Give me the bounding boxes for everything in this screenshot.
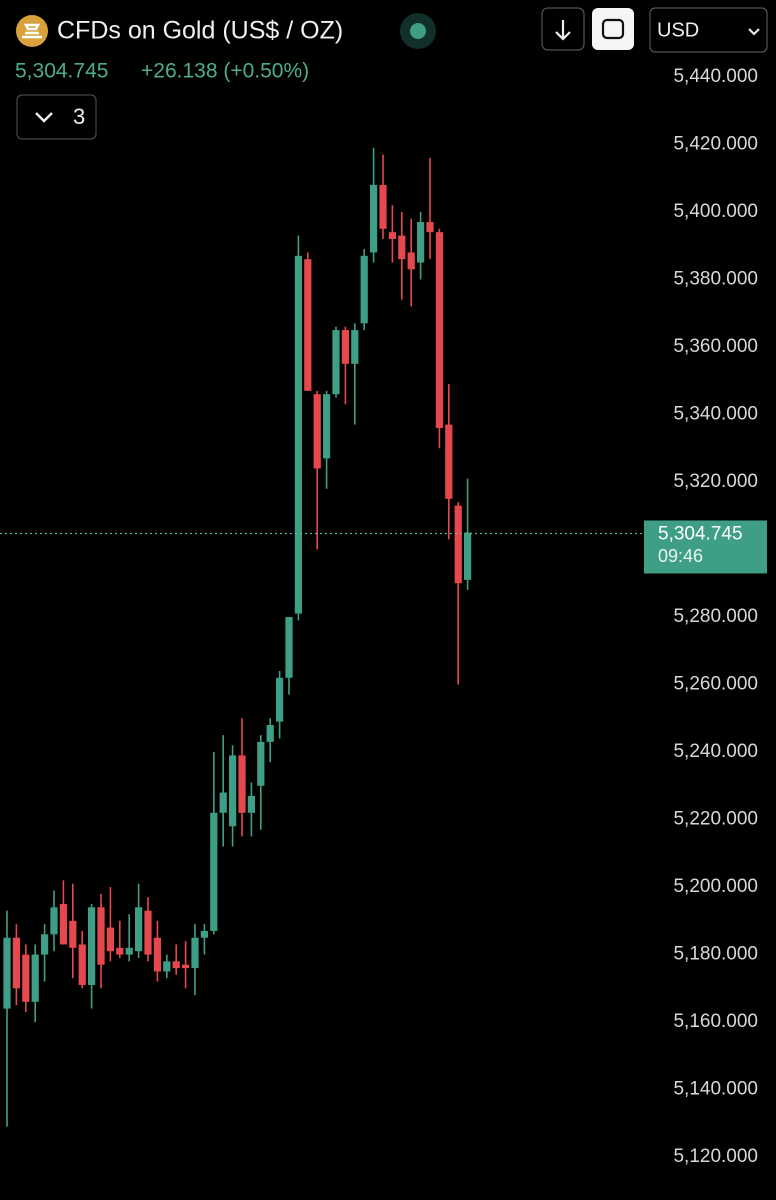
last-price-tag (644, 520, 767, 574)
candle-body (464, 532, 472, 580)
interval-count: 3 (73, 104, 85, 129)
candle-body (454, 505, 462, 584)
candle-body (69, 920, 77, 948)
y-tick-label: 5,220.000 (673, 809, 758, 830)
download-icon (555, 20, 571, 41)
candle-body (445, 424, 453, 499)
y-tick-label: 5,200.000 (673, 876, 758, 897)
y-tick-label: 5,120.000 (673, 1146, 758, 1167)
candle-body (285, 617, 293, 678)
candle-body (31, 954, 39, 1002)
candle-body (135, 907, 143, 952)
candle-body (313, 394, 321, 469)
y-tick-label: 5,140.000 (673, 1079, 758, 1100)
select-chevron (748, 28, 760, 36)
candle-body (276, 677, 284, 722)
candle-body (370, 184, 378, 253)
candle-body (78, 944, 86, 985)
y-tick-label: 5,180.000 (673, 944, 758, 965)
candle-body (341, 330, 349, 364)
candle-body (229, 755, 237, 827)
candle-body (172, 961, 180, 969)
y-tick-label: 5,420.000 (673, 133, 758, 154)
interval-dropdown[interactable] (16, 94, 97, 140)
y-tick-label: 5,160.000 (673, 1011, 758, 1032)
expand-button[interactable] (592, 8, 634, 50)
y-tick-label: 5,240.000 (673, 741, 758, 762)
gold-logo (16, 15, 48, 47)
y-tick-label: 5,340.000 (673, 403, 758, 424)
currency-label: USD (657, 19, 699, 41)
candle-body (116, 947, 124, 955)
candle-body (247, 795, 255, 813)
candle-body (388, 232, 396, 239)
candle-body (435, 232, 443, 428)
y-tick-label: 5,260.000 (673, 674, 758, 695)
candle-body (323, 394, 331, 459)
candle-body (351, 330, 359, 364)
candle-body (3, 937, 11, 1009)
candle-body (417, 222, 425, 263)
y-tick-label: 5,400.000 (673, 201, 758, 222)
expand-icon (601, 18, 625, 40)
candle-body (191, 937, 199, 969)
countdown-label: 09:46 (658, 546, 703, 566)
candle-body (50, 907, 58, 935)
candle-body (219, 792, 227, 813)
candle-body (59, 903, 67, 945)
candle-body (257, 741, 265, 786)
plot: 5,440.000 5,420.000 5,400.000 5,380.000 5,36… (0, 66, 767, 1167)
chevron-icon (35, 112, 53, 123)
candle-body (407, 252, 415, 270)
header: CFDs on Gold (US$ / OZ) 5,304.745 +26.13… (15, 7, 768, 140)
candle-body (41, 934, 49, 955)
candle-body (398, 235, 406, 260)
currency-select[interactable] (649, 7, 768, 53)
candle-body (182, 964, 190, 969)
header-price: 5,304.745 (15, 60, 108, 83)
candle-body (266, 725, 274, 742)
y-tick-label: 5,360.000 (673, 336, 758, 357)
candle-body (210, 812, 218, 931)
instrument-title: CFDs on Gold (US$ / OZ) (57, 17, 343, 45)
candle-body (125, 947, 133, 955)
y-tick-label: 5,440.000 (673, 66, 758, 87)
candle-body (88, 907, 96, 985)
candle-body (163, 961, 171, 972)
candle-body (332, 330, 340, 395)
status-dot (410, 23, 426, 39)
candle-body (153, 937, 161, 972)
candle-body (379, 184, 387, 229)
header-change: +26.138 (+0.50%) (141, 60, 309, 83)
y-tick-label: 5,320.000 (673, 471, 758, 492)
last-price-label: 5,304.745 (658, 523, 743, 544)
candle-body (426, 222, 434, 233)
candle-body (97, 907, 105, 965)
candle-body (106, 927, 114, 952)
y-tick-label: 5,280.000 (673, 606, 758, 627)
candle-body (294, 255, 302, 614)
candle-body (22, 954, 30, 1002)
candle-body (360, 255, 368, 324)
gold-logo-icon (22, 23, 42, 39)
candle-body (304, 259, 312, 391)
candle-body (200, 930, 208, 938)
y-tick-label: 5,380.000 (673, 268, 758, 289)
candle-body (238, 755, 246, 813)
candle-body (144, 910, 152, 955)
candle-body (12, 937, 20, 989)
